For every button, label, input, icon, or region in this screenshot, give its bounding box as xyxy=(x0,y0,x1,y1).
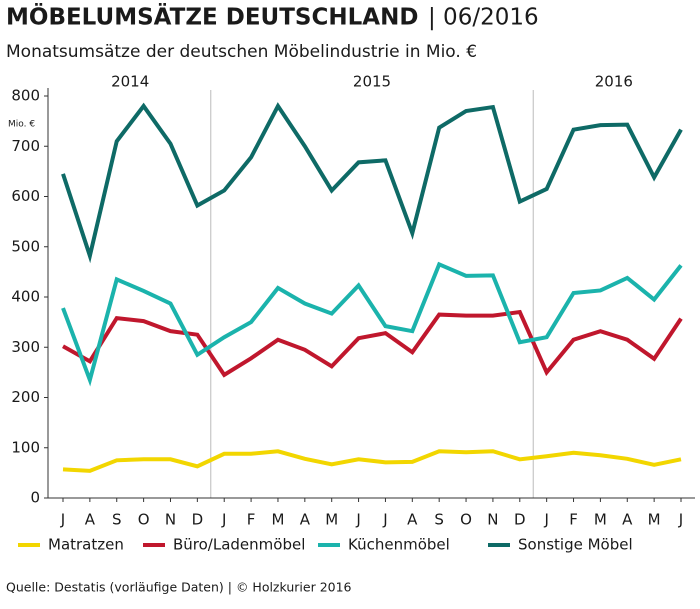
x-tick-label: J xyxy=(221,511,226,529)
x-tick-label: N xyxy=(165,511,176,529)
year-label: 2014 xyxy=(111,73,149,91)
year-label: 2015 xyxy=(353,73,391,91)
y-tick-label: 300 xyxy=(11,338,40,356)
legend-label: Küchenmöbel xyxy=(348,536,450,554)
legend-label: Sonstige Möbel xyxy=(518,536,633,554)
x-tick-label: A xyxy=(407,511,418,529)
y-tick-label: 700 xyxy=(11,137,40,155)
chart-title: MÖBELUMSÄTZE DEUTSCHLAND xyxy=(6,3,418,31)
x-tick-label: F xyxy=(247,511,256,529)
y-tick-label: 600 xyxy=(11,187,40,205)
x-tick-label: D xyxy=(192,511,204,529)
legend-label: Matratzen xyxy=(48,536,124,554)
y-tick-label: 0 xyxy=(30,489,40,507)
y-tick-label: 500 xyxy=(11,237,40,255)
y-tick-label: 100 xyxy=(11,438,40,456)
x-tick-label: S xyxy=(434,511,444,529)
chart-title-date: | 06/2016 xyxy=(428,5,539,31)
x-tick-label: M xyxy=(271,511,284,529)
x-tick-label: O xyxy=(138,511,150,529)
x-tick-label: M xyxy=(648,511,661,529)
x-tick-label: M xyxy=(594,511,607,529)
y-tick-label: 200 xyxy=(11,388,40,406)
x-tick-label: S xyxy=(112,511,122,529)
legend-label: Büro/Ladenmöbel xyxy=(173,536,305,554)
x-tick-label: A xyxy=(85,511,96,529)
series-line xyxy=(61,261,683,387)
x-tick-label: N xyxy=(487,511,498,529)
x-tick-label: F xyxy=(569,511,578,529)
x-tick-label: J xyxy=(355,511,360,529)
year-label: 2016 xyxy=(595,73,633,91)
y-tick-label: 400 xyxy=(11,288,40,306)
y-tick-label: 800 xyxy=(11,87,40,105)
x-tick-label: D xyxy=(514,511,526,529)
x-tick-label: O xyxy=(460,511,472,529)
x-tick-label: A xyxy=(300,511,311,529)
x-tick-label: J xyxy=(543,511,548,529)
y-unit: Mio. € xyxy=(8,120,35,130)
series-line xyxy=(62,449,682,473)
source: Quelle: Destatis (vorläufige Daten) | © … xyxy=(6,580,352,595)
x-tick-label: A xyxy=(622,511,633,529)
x-tick-label: M xyxy=(325,511,338,529)
x-tick-label: J xyxy=(60,511,65,529)
series-line xyxy=(62,309,683,378)
x-tick-label: J xyxy=(382,511,387,529)
chart-subtitle: Monatsumsätze der deutschen Möbelindustr… xyxy=(6,42,477,62)
series-line xyxy=(61,102,683,264)
x-tick-label: J xyxy=(678,511,683,529)
